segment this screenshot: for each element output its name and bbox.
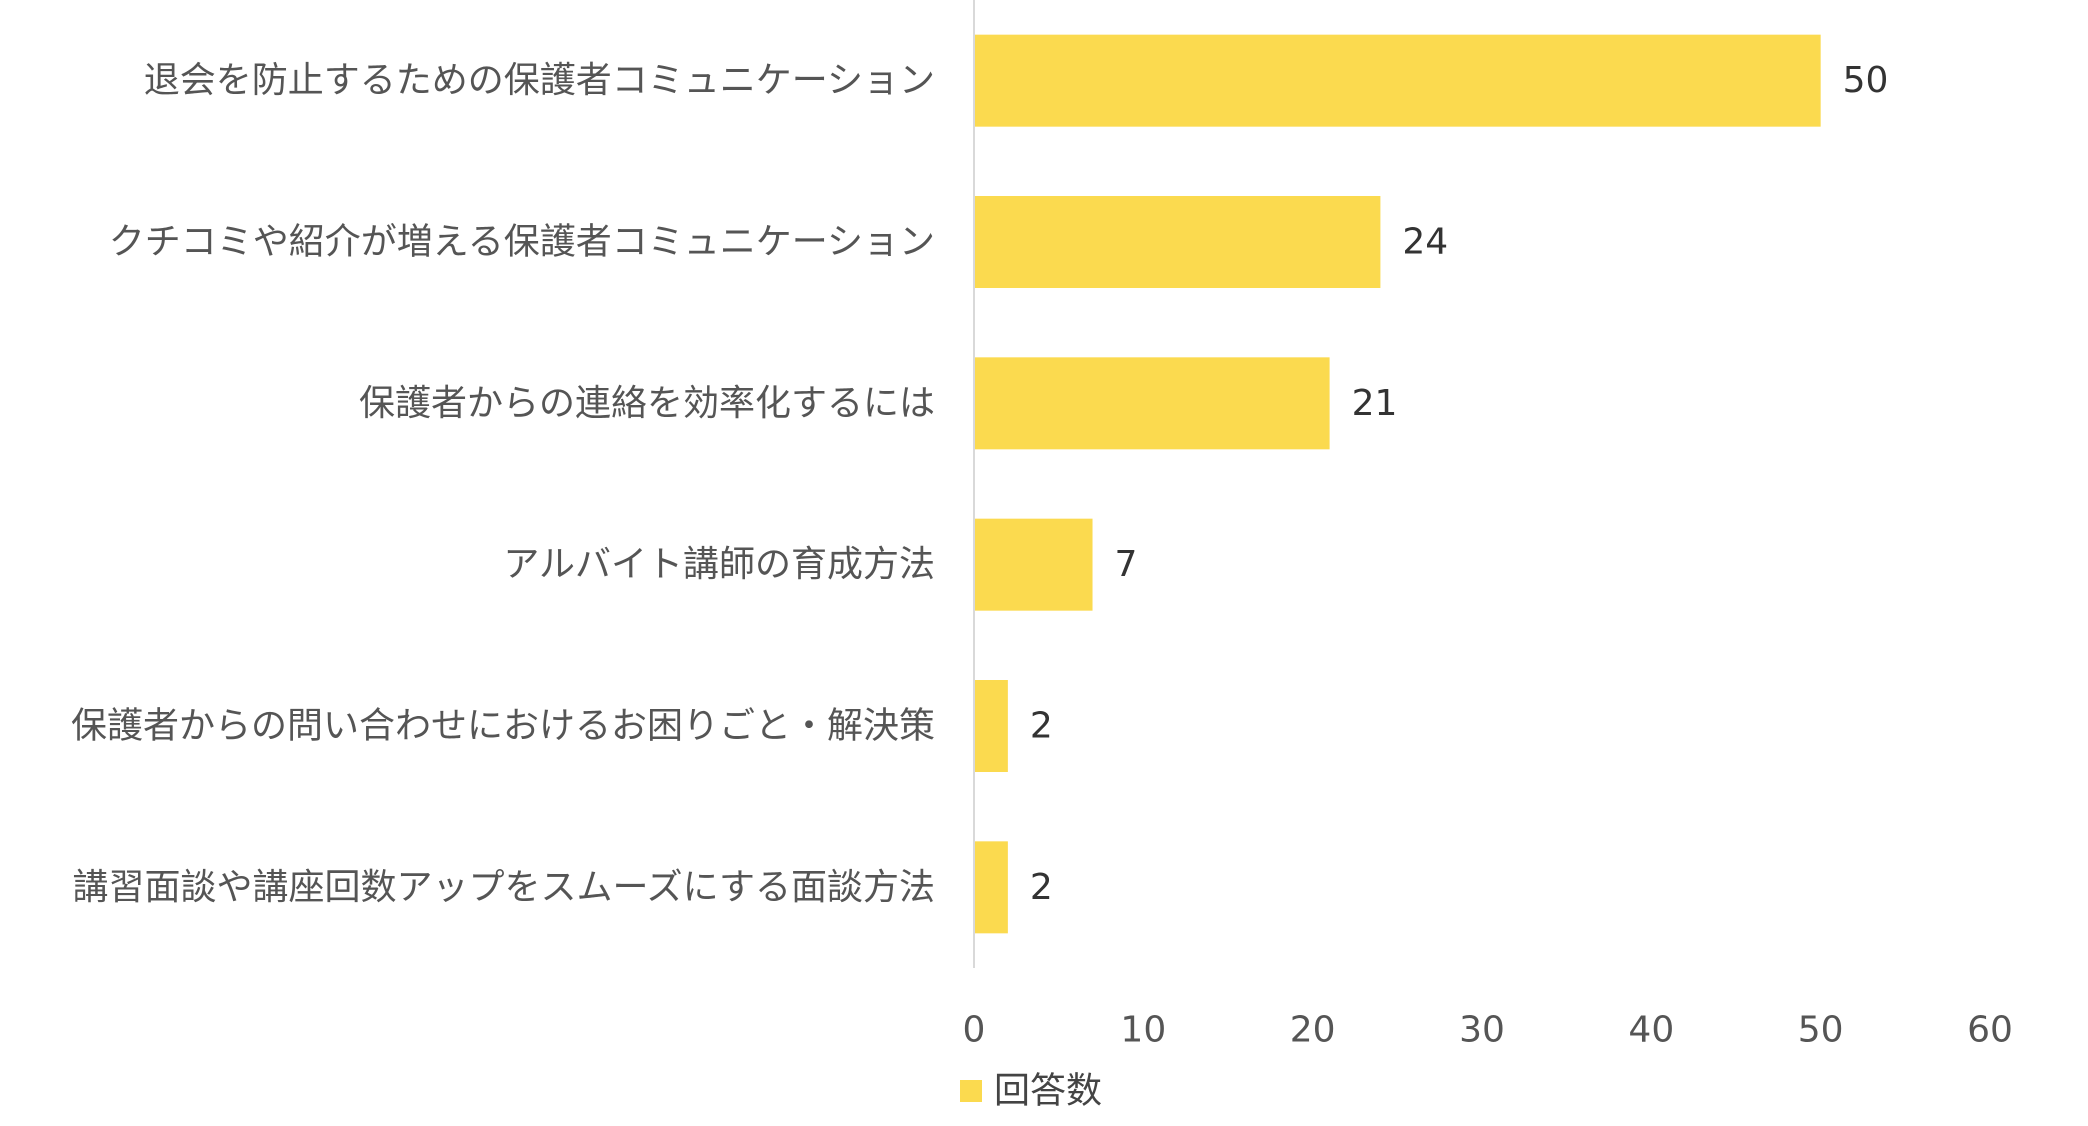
data-label: 50 — [1843, 60, 1889, 101]
bar — [974, 34, 1821, 127]
bar — [974, 518, 1093, 611]
data-label: 24 — [1402, 222, 1448, 263]
category-label: 保護者からの問い合わせにおけるお困りごと・解決策 — [71, 706, 935, 747]
bars-group — [974, 34, 1821, 934]
x-tick-label: 60 — [1967, 1010, 2013, 1051]
x-tick-label: 50 — [1798, 1010, 1844, 1051]
x-tick-label: 20 — [1290, 1010, 1336, 1051]
legend: 回答数 — [960, 1071, 1102, 1112]
x-axis-tick-labels: 0 10 20 30 40 50 60 — [963, 1010, 2013, 1051]
data-label: 2 — [1030, 706, 1053, 747]
data-label: 2 — [1030, 867, 1053, 908]
data-label: 7 — [1115, 544, 1138, 585]
category-label: 退会を防止するための保護者コミュニケーション — [144, 60, 935, 101]
legend-label: 回答数 — [994, 1071, 1102, 1112]
x-tick-label: 40 — [1628, 1010, 1674, 1051]
data-label: 21 — [1352, 383, 1398, 424]
legend-swatch — [960, 1080, 982, 1102]
x-tick-label: 0 — [963, 1010, 986, 1051]
category-label: 講習面談や講座回数アップをスムーズにする面談方法 — [72, 867, 935, 908]
category-label: 保護者からの連絡を効率化するには — [359, 383, 935, 424]
category-label: アルバイト講師の育成方法 — [503, 544, 935, 585]
bar — [974, 196, 1381, 288]
data-labels: 50 24 21 7 2 2 — [1030, 60, 1889, 908]
category-labels: 退会を防止するための保護者コミュニケーションクチコミや紹介が増える保護者コミュニ… — [71, 60, 935, 908]
x-tick-label: 30 — [1459, 1010, 1505, 1051]
category-label: クチコミや紹介が増える保護者コミュニケーション — [109, 222, 935, 263]
x-tick-label: 10 — [1120, 1010, 1166, 1051]
bar — [974, 680, 1008, 772]
bar — [974, 357, 1330, 450]
bar — [974, 841, 1008, 934]
